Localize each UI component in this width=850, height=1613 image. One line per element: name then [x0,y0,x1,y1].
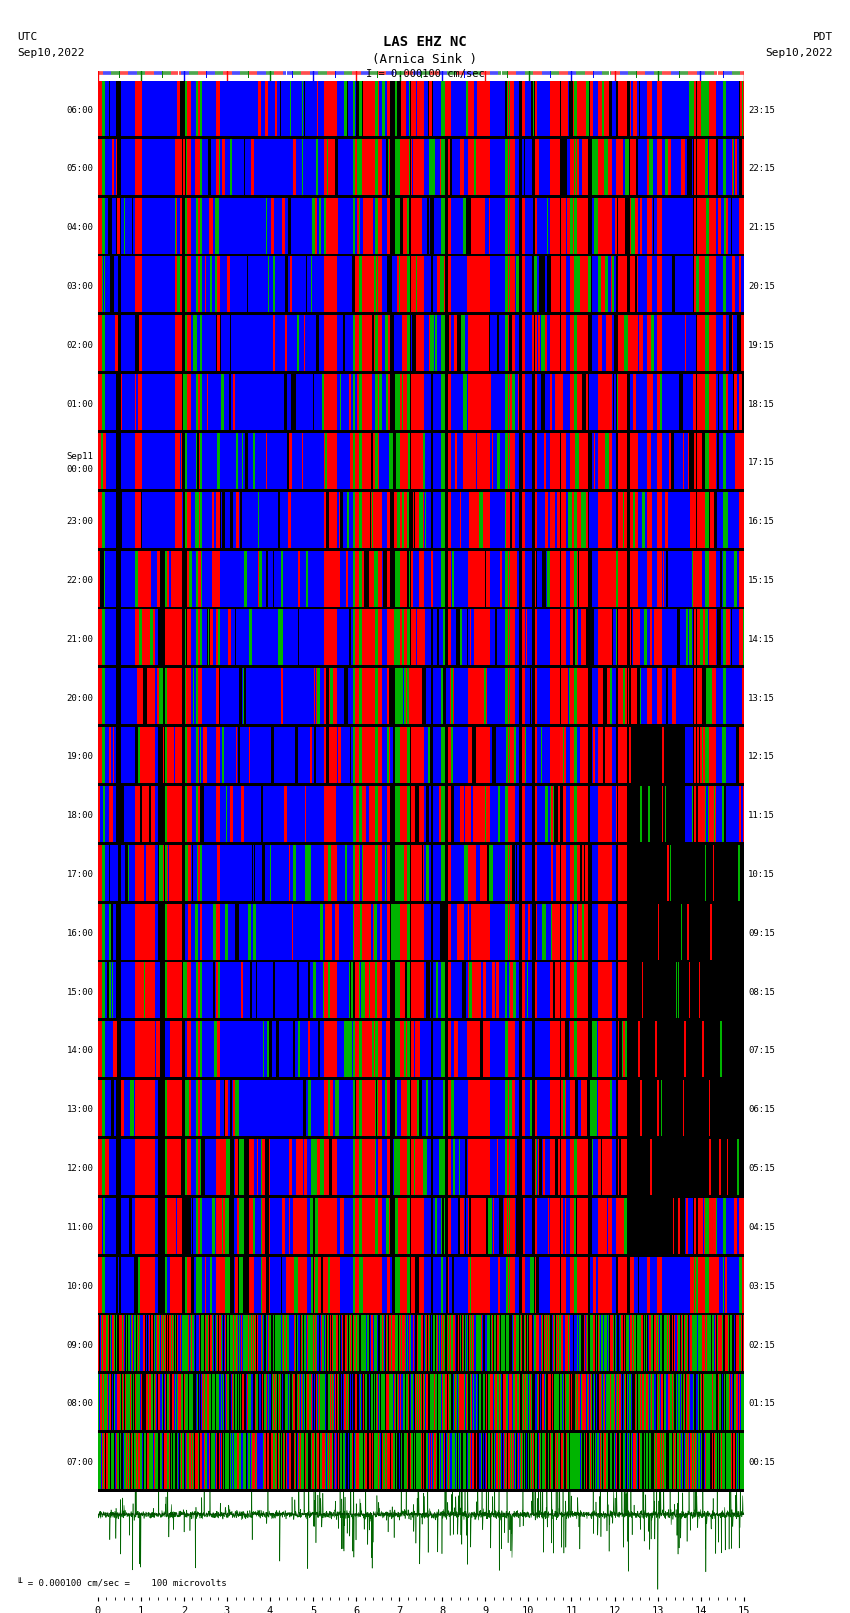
Text: 20:00: 20:00 [66,694,94,703]
Text: 19:15: 19:15 [748,340,775,350]
Text: 18:00: 18:00 [66,811,94,821]
Text: Sep10,2022: Sep10,2022 [766,48,833,58]
Text: 13:00: 13:00 [66,1105,94,1115]
Text: 09:15: 09:15 [748,929,775,937]
Text: 23:15: 23:15 [748,105,775,115]
Text: 00:00: 00:00 [66,465,94,474]
Text: 23:00: 23:00 [66,518,94,526]
Text: 21:15: 21:15 [748,223,775,232]
Text: 16:00: 16:00 [66,929,94,937]
Text: 15:15: 15:15 [748,576,775,586]
Text: 06:00: 06:00 [66,105,94,115]
Text: 06:15: 06:15 [748,1105,775,1115]
Text: Sep11: Sep11 [66,452,94,461]
Text: 12:15: 12:15 [748,752,775,761]
Text: 17:15: 17:15 [748,458,775,468]
Text: ╙ = 0.000100 cm/sec =    100 microvolts: ╙ = 0.000100 cm/sec = 100 microvolts [17,1579,227,1589]
Text: 08:15: 08:15 [748,987,775,997]
Text: 01:15: 01:15 [748,1400,775,1408]
Text: 03:00: 03:00 [66,282,94,290]
Text: 20:15: 20:15 [748,282,775,290]
Text: 02:15: 02:15 [748,1340,775,1350]
Text: 13:15: 13:15 [748,694,775,703]
Text: 10:00: 10:00 [66,1282,94,1290]
Text: 09:00: 09:00 [66,1340,94,1350]
Text: 22:15: 22:15 [748,165,775,173]
Text: 01:00: 01:00 [66,400,94,408]
Text: PDT: PDT [813,32,833,42]
Text: 00:15: 00:15 [748,1458,775,1468]
Text: 16:15: 16:15 [748,518,775,526]
Text: 04:00: 04:00 [66,223,94,232]
Text: 11:15: 11:15 [748,811,775,821]
Text: 07:00: 07:00 [66,1458,94,1468]
Text: 14:15: 14:15 [748,636,775,644]
Text: 10:15: 10:15 [748,869,775,879]
Text: 03:15: 03:15 [748,1282,775,1290]
Text: LAS EHZ NC: LAS EHZ NC [383,35,467,50]
Text: I = 0.000100 cm/sec: I = 0.000100 cm/sec [366,69,484,79]
Text: 14:00: 14:00 [66,1047,94,1055]
Text: 12:00: 12:00 [66,1165,94,1173]
Text: 15:00: 15:00 [66,987,94,997]
Text: 17:00: 17:00 [66,869,94,879]
Text: 11:00: 11:00 [66,1223,94,1232]
Text: 07:15: 07:15 [748,1047,775,1055]
Text: 05:15: 05:15 [748,1165,775,1173]
Text: 18:15: 18:15 [748,400,775,408]
Text: UTC: UTC [17,32,37,42]
Text: Sep10,2022: Sep10,2022 [17,48,84,58]
Text: 04:15: 04:15 [748,1223,775,1232]
Text: (Arnica Sink ): (Arnica Sink ) [372,53,478,66]
Text: 21:00: 21:00 [66,636,94,644]
Text: 02:00: 02:00 [66,340,94,350]
Text: 19:00: 19:00 [66,752,94,761]
Text: 08:00: 08:00 [66,1400,94,1408]
Text: 05:00: 05:00 [66,165,94,173]
Text: 22:00: 22:00 [66,576,94,586]
